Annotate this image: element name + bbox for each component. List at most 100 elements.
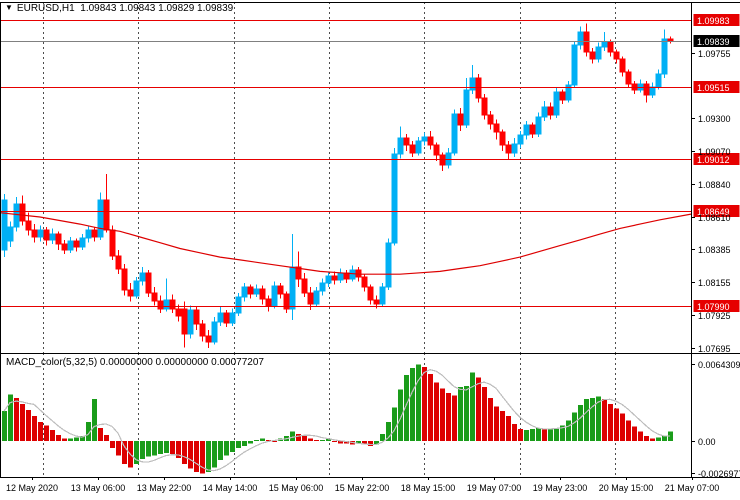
frame-layer <box>0 2 740 478</box>
macd-bar <box>212 441 217 468</box>
macd-bar <box>626 420 631 441</box>
macd-bar <box>494 406 499 441</box>
macd-bar <box>512 424 517 441</box>
bull-candle <box>97 199 104 238</box>
macd-bar <box>602 399 607 441</box>
bear-candle <box>403 137 410 146</box>
bull-candle <box>1 199 8 251</box>
bull-candle <box>49 233 56 241</box>
price-tick-label: 1.08840 <box>698 180 731 190</box>
macd-bar <box>434 382 439 441</box>
macd-bar <box>458 387 463 441</box>
macd-bar <box>14 397 19 441</box>
bull-candle <box>7 226 14 242</box>
time-axis-label: 21 May 07:00 <box>665 483 720 493</box>
macd-bar <box>440 388 445 441</box>
macd-bar <box>608 403 613 441</box>
bull-candle <box>463 89 470 126</box>
macd-bar <box>146 441 151 457</box>
price-tick-label: 1.07925 <box>698 311 731 321</box>
macd-bar <box>20 403 25 441</box>
macd-bar <box>656 437 661 441</box>
bear-candle <box>295 266 302 280</box>
macd-bar <box>140 441 145 459</box>
bear-candle <box>265 298 272 307</box>
macd-bar <box>68 438 73 441</box>
macd-bar <box>614 408 619 441</box>
macd-bar <box>74 437 79 441</box>
macd-bar <box>338 441 343 444</box>
bear-candle <box>283 293 290 310</box>
bear-candle <box>19 203 26 222</box>
macd-bar <box>26 409 31 441</box>
symbol-period-label: EURUSD,H1 <box>16 3 75 14</box>
bear-candle <box>607 41 614 53</box>
bear-candle <box>109 229 116 257</box>
macd-bar <box>266 439 271 441</box>
macd-bar <box>302 436 307 441</box>
macd-bar <box>368 441 373 446</box>
bear-candle <box>199 323 206 337</box>
bear-candle <box>547 106 554 116</box>
bear-candle <box>307 292 314 305</box>
macd-bar <box>122 441 127 464</box>
bear-candle <box>529 124 536 135</box>
moving-average-line <box>0 212 692 275</box>
macd-bar <box>152 441 157 456</box>
bull-candle <box>571 44 578 86</box>
macd-bar <box>572 412 577 441</box>
macd-bar <box>158 441 163 455</box>
bear-candle <box>493 123 500 133</box>
current-price-label-text: 1.09839 <box>697 37 730 47</box>
bull-candle <box>565 84 572 101</box>
bull-candle <box>139 272 146 282</box>
macd-bar <box>518 429 523 441</box>
bear-candle <box>373 299 380 305</box>
bear-candle <box>145 272 152 294</box>
macd-bar <box>32 415 37 441</box>
time-axis-label: 12 May 2020 <box>6 483 58 493</box>
macd-bar <box>392 407 397 441</box>
bull-candle <box>289 266 296 310</box>
price-tick-label: 1.09755 <box>698 49 731 59</box>
macd-bar <box>548 429 553 441</box>
bull-candle <box>415 140 422 154</box>
bull-candle <box>553 91 560 116</box>
bull-candle <box>253 288 260 295</box>
bear-candle <box>331 275 338 281</box>
macd-bar <box>446 393 451 441</box>
symbol-dropdown-icon[interactable]: ▼ <box>5 3 13 12</box>
bull-candle <box>37 229 44 238</box>
bull-candle <box>241 286 248 298</box>
macd-bar <box>398 389 403 441</box>
bull-candle <box>13 203 20 228</box>
time-axis-label: 13 May 22:00 <box>137 483 192 493</box>
bull-candle <box>511 143 518 154</box>
time-axis-label: 19 May 07:00 <box>467 483 522 493</box>
level-price-label: 1.09515 <box>693 81 740 93</box>
ohlc-values: 1.09843 1.09843 1.09829 1.09839 <box>80 3 234 14</box>
macd-bar <box>584 399 589 441</box>
bear-candle <box>223 312 230 324</box>
bull-candle <box>67 240 74 251</box>
level-price-label: 1.07990 <box>693 300 740 312</box>
bull-candle <box>85 229 92 239</box>
overlay-lines-layer <box>0 20 692 307</box>
bull-candle <box>535 116 542 135</box>
bull-candle <box>271 285 278 307</box>
bull-candle <box>655 73 662 88</box>
macd-bar <box>44 425 49 441</box>
macd-signal-line <box>3 368 670 472</box>
bear-candle <box>175 308 182 317</box>
bear-candle <box>73 240 80 248</box>
bull-candle <box>229 312 236 324</box>
bull-candle <box>397 137 404 155</box>
bear-candle <box>115 255 122 270</box>
price-tick-label: 1.09070 <box>698 147 731 157</box>
bull-candle <box>235 296 242 314</box>
bull-candle <box>313 290 320 305</box>
level-label-bg <box>693 153 740 165</box>
bull-candle <box>319 282 326 292</box>
price-tick-label: 1.09300 <box>698 114 731 124</box>
